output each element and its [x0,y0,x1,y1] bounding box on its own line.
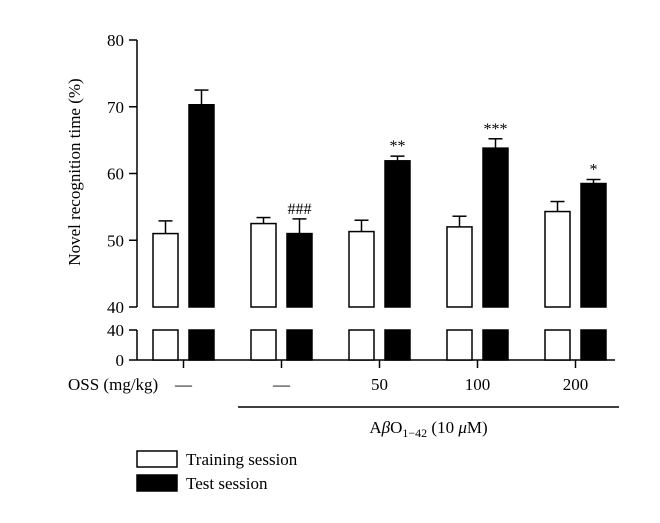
group-label: AβO1−42 (10 μM) [369,418,487,440]
legend: Training session Test session [136,450,298,493]
bar-lower-segment [152,329,179,361]
x-category-label: 50 [371,375,388,394]
bar-lower-segment [482,329,509,361]
y-tick-label: 80 [107,31,124,50]
x-category-label: 200 [563,375,589,394]
y-tick-label: 40 [107,321,124,340]
y-tick-label: 0 [116,351,125,370]
bar-lower-segment [348,329,375,361]
bar [250,222,277,308]
y-tick-label: 40 [107,298,124,317]
bar [152,232,179,308]
x-axis-categories: — — 50 100 200 [174,360,588,394]
significance-marker: ** [390,138,406,155]
bar-lower-segment [286,329,313,361]
legend-label: Training session [186,450,298,469]
y-axis-label: Novel recognition time (%) [65,78,84,265]
y-axis-ticks: 80 70 60 50 40 40 0 [107,31,137,370]
bar-lower-segment [188,329,215,361]
bar-lower-segment [384,329,411,361]
bar-lower-segment [580,329,607,361]
bar [446,226,473,308]
bar [384,160,411,308]
legend-swatch [136,474,178,492]
bar [286,232,313,308]
group-label-mu: μ [457,418,467,437]
group-label-subscript: 1−42 [402,426,427,440]
bar-lower-segment [544,329,571,361]
significance-marker: *** [484,121,508,138]
y-tick-label: 50 [107,231,124,250]
x-category-label: — [272,375,291,394]
bar [188,103,215,308]
group-label-part: M) [467,418,488,437]
group-label-beta: β [381,418,391,437]
x-category-label: — [174,375,193,394]
significance-marker: * [590,162,598,179]
group-label-part: O [390,418,402,437]
bar [482,147,509,308]
bar [580,182,607,308]
bar-lower-segment [250,329,277,361]
x-category-label: 100 [465,375,491,394]
group-label-part: (10 [427,418,458,437]
group-label-part: A [369,418,382,437]
legend-swatch [136,450,178,468]
bar-group: ###****** [152,89,607,361]
y-tick-label: 70 [107,98,124,117]
legend-label: Test session [186,474,268,493]
bar [348,230,375,308]
significance-marker: ### [288,201,312,218]
bar [544,210,571,308]
oss-dose-label: OSS (mg/kg) [68,375,158,394]
y-tick-label: 60 [107,165,124,184]
bar-lower-segment [446,329,473,361]
